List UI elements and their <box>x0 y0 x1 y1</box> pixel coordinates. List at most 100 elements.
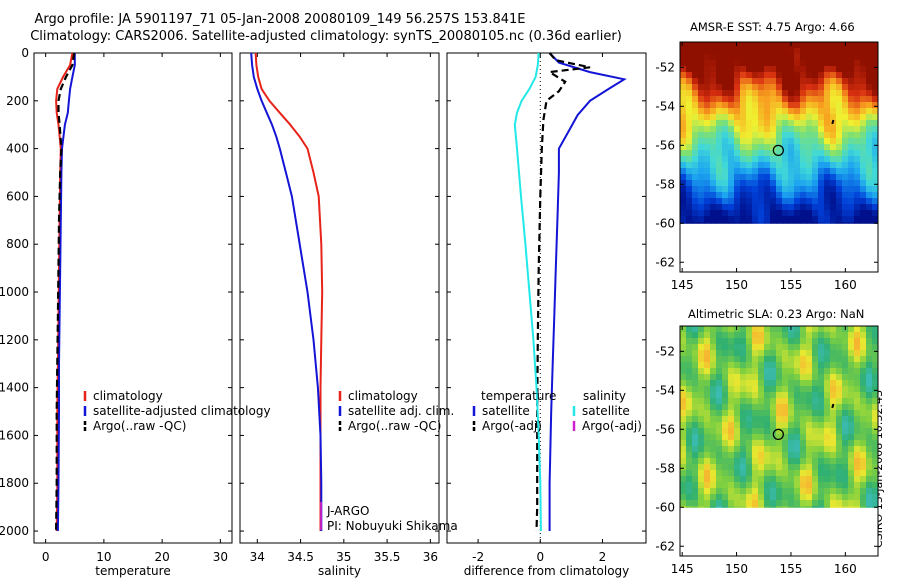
sst-map-cell <box>830 138 837 145</box>
sst-map-cell <box>830 162 837 169</box>
sla-map-cell <box>746 332 753 339</box>
sst-map-cell <box>758 198 765 205</box>
sst-map-cell <box>836 42 843 49</box>
sla-map-cell <box>854 332 861 339</box>
sst-map-cell <box>788 72 795 79</box>
sst-map-cell <box>842 144 849 151</box>
sst-map-cell <box>782 78 789 85</box>
sla-map-cell <box>776 500 783 507</box>
sla-map-cell <box>776 452 783 459</box>
sst-map-cell <box>848 66 855 73</box>
sla-map-cell <box>728 398 735 405</box>
sla-map-cell <box>704 458 711 465</box>
sst-map-cell <box>818 174 825 181</box>
sst-map-cell <box>818 198 825 205</box>
sst-map-cell <box>770 144 777 151</box>
sla-map-cell <box>782 332 789 339</box>
sst-map-cell <box>734 102 741 109</box>
sla-map-cell <box>686 428 693 435</box>
sla-map-cell <box>806 368 813 375</box>
sst-map-cell <box>818 204 825 211</box>
sla-map-cell <box>830 326 837 333</box>
sla-map-cell <box>824 350 831 357</box>
sla-map-cell <box>836 392 843 399</box>
sla-map-cell <box>824 344 831 351</box>
sst-map-cell <box>716 96 723 103</box>
sla-map-cell <box>782 410 789 417</box>
sst-map-cell <box>854 84 861 91</box>
sst-map-ytick-label: -62 <box>655 255 675 269</box>
sla-map-cell <box>728 500 735 507</box>
sst-map-cell <box>794 102 801 109</box>
sst-map-cell <box>710 198 717 205</box>
sla-map-cell <box>710 404 717 411</box>
sst-map-cell <box>692 144 699 151</box>
sla-map-cell <box>806 422 813 429</box>
sst-map-cell <box>752 84 759 91</box>
sla-map-cell <box>866 374 873 381</box>
sst-map-cell <box>722 138 729 145</box>
sst-map-cell <box>686 72 693 79</box>
sla-map-cell <box>788 440 795 447</box>
sla-map-cell <box>776 368 783 375</box>
sla-map-cell <box>740 434 747 441</box>
sst-map-cell <box>848 48 855 55</box>
sla-map-cell <box>752 404 759 411</box>
sst-map-cell <box>692 132 699 139</box>
sst-map-cell <box>836 54 843 61</box>
sla-map-cell <box>848 464 855 471</box>
sla-map-cell <box>854 410 861 417</box>
sla-map-cell <box>818 326 825 333</box>
sla-map-cell <box>686 446 693 453</box>
sla-map-cell <box>818 386 825 393</box>
sla-map-cell <box>854 440 861 447</box>
sla-map-cell <box>788 380 795 387</box>
sst-map-cell <box>842 192 849 199</box>
sla-map-cell <box>704 410 711 417</box>
sla-map-cell <box>794 386 801 393</box>
sla-map-cell <box>842 374 849 381</box>
sst-map-cell <box>842 48 849 55</box>
sla-map-cell <box>842 350 849 357</box>
sla-map-cell <box>854 338 861 345</box>
sla-map-cell <box>728 506 735 508</box>
sla-map-cell <box>758 488 765 495</box>
sst-map-cell <box>800 186 807 193</box>
sla-map-cell <box>806 494 813 501</box>
sst-map-cell <box>764 66 771 73</box>
sla-map-cell <box>746 326 753 333</box>
sst-map-cell <box>716 186 723 193</box>
sla-map-cell <box>722 332 729 339</box>
sst-map-cell <box>716 72 723 79</box>
sst-map-cell <box>746 60 753 67</box>
sst-map-cell <box>830 108 837 115</box>
sla-map-cell <box>836 506 843 508</box>
sst-map-cell <box>704 186 711 193</box>
sla-map-cell <box>698 338 705 345</box>
sst-map-cell <box>848 90 855 97</box>
sst-map-cell <box>854 222 861 224</box>
sst-map-cell <box>782 156 789 163</box>
sst-map-cell <box>848 54 855 61</box>
sla-map-cell <box>800 458 807 465</box>
sla-map-cell <box>800 362 807 369</box>
sla-map-cell <box>704 506 711 508</box>
sst-map-cell <box>746 102 753 109</box>
sla-map-cell <box>788 350 795 357</box>
sla-map-cell <box>860 440 867 447</box>
sla-map-cell <box>770 350 777 357</box>
sla-map-cell <box>842 446 849 453</box>
temperature-axes-frame <box>33 52 233 544</box>
sst-map-cell <box>686 78 693 85</box>
sst-map-cell <box>836 102 843 109</box>
sla-map-cell <box>722 326 729 333</box>
sst-map-cell <box>716 210 723 217</box>
sla-map-cell <box>692 380 699 387</box>
sla-map-cell <box>824 446 831 453</box>
sla-map-cell <box>818 434 825 441</box>
salinity-axes-frame <box>239 52 440 544</box>
sst-map-cell <box>860 204 867 211</box>
sst-map-cell <box>794 210 801 217</box>
sla-map-cell <box>770 494 777 501</box>
sla-map-cell <box>860 350 867 357</box>
